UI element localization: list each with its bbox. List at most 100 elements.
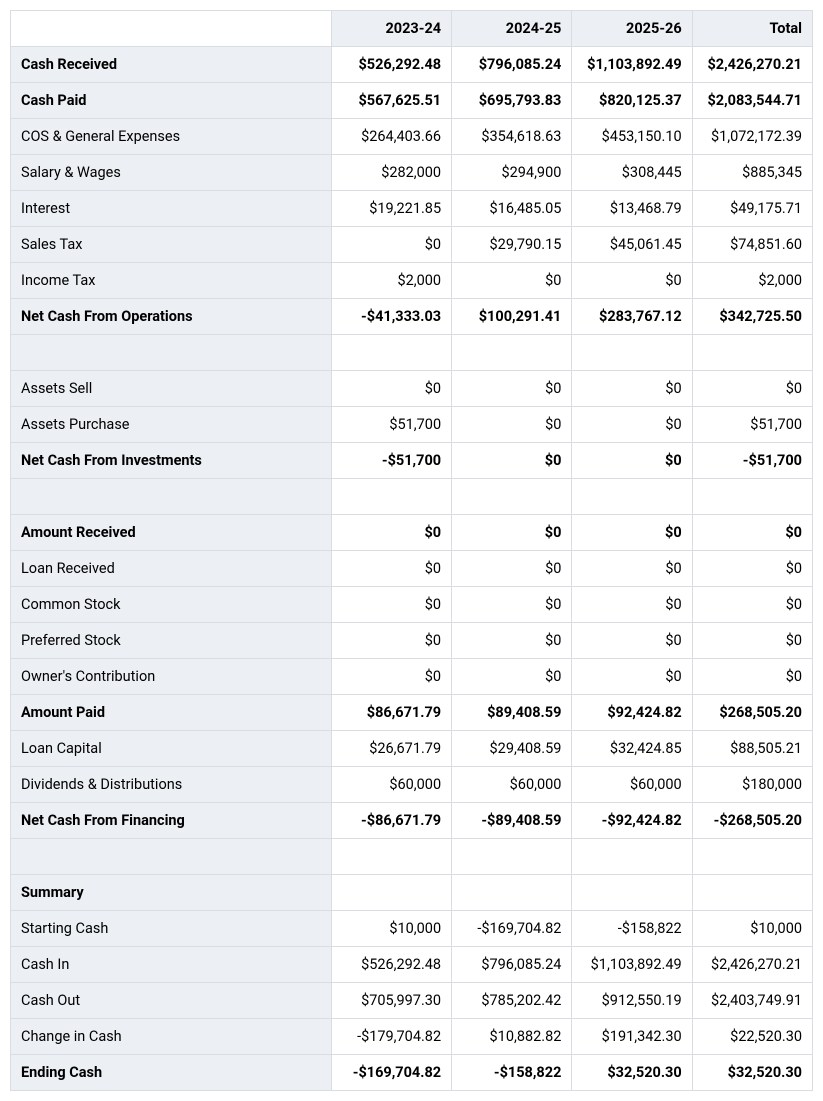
row-value: $0 (452, 659, 572, 695)
row-value: -$169,704.82 (331, 1055, 451, 1091)
row-value (572, 875, 692, 911)
row-value: $10,000 (692, 911, 812, 947)
row-value (331, 875, 451, 911)
row-value: $74,851.60 (692, 227, 812, 263)
table-row: Cash Out$705,997.30$785,202.42$912,550.1… (11, 983, 813, 1019)
row-value: $0 (572, 443, 692, 479)
row-value: $354,618.63 (452, 119, 572, 155)
row-value: $1,103,892.49 (572, 47, 692, 83)
row-value: $16,485.05 (452, 191, 572, 227)
row-label: Assets Purchase (11, 407, 332, 443)
table-row: Net Cash From Financing-$86,671.79-$89,4… (11, 803, 813, 839)
table-body: Cash Received$526,292.48$796,085.24$1,10… (11, 47, 813, 1091)
row-value: $60,000 (452, 767, 572, 803)
table-row: Owner's Contribution$0$0$0$0 (11, 659, 813, 695)
row-value: $2,403,749.91 (692, 983, 812, 1019)
row-value: $567,625.51 (331, 83, 451, 119)
spacer-cell (572, 479, 692, 515)
row-value: $0 (692, 551, 812, 587)
row-value: $2,083,544.71 (692, 83, 812, 119)
table-row: Net Cash From Investments-$51,700$0$0-$5… (11, 443, 813, 479)
row-value: $282,000 (331, 155, 451, 191)
row-value: $2,000 (692, 263, 812, 299)
table-row: Summary (11, 875, 813, 911)
row-label: Loan Capital (11, 731, 332, 767)
row-label: Cash Paid (11, 83, 332, 119)
row-value: $1,072,172.39 (692, 119, 812, 155)
row-value: -$158,822 (452, 1055, 572, 1091)
table-row (11, 479, 813, 515)
header-col-total: Total (692, 11, 812, 47)
row-value: $180,000 (692, 767, 812, 803)
spacer-cell (331, 839, 451, 875)
row-value: $453,150.10 (572, 119, 692, 155)
table-row: Cash Received$526,292.48$796,085.24$1,10… (11, 47, 813, 83)
row-value: $0 (572, 551, 692, 587)
row-value: $2,426,270.21 (692, 947, 812, 983)
row-value: $0 (692, 371, 812, 407)
table-row: Assets Purchase$51,700$0$0$51,700 (11, 407, 813, 443)
row-value: $264,403.66 (331, 119, 451, 155)
spacer-cell (572, 335, 692, 371)
row-value: $308,445 (572, 155, 692, 191)
row-value: $45,061.45 (572, 227, 692, 263)
table-row: Amount Received$0$0$0$0 (11, 515, 813, 551)
row-value: $526,292.48 (331, 947, 451, 983)
row-label: Amount Received (11, 515, 332, 551)
row-value: $820,125.37 (572, 83, 692, 119)
row-label: Interest (11, 191, 332, 227)
row-value: $26,671.79 (331, 731, 451, 767)
spacer-label (11, 479, 332, 515)
row-value: $2,000 (331, 263, 451, 299)
row-value: $0 (331, 623, 451, 659)
row-value: $51,700 (692, 407, 812, 443)
table-row: Ending Cash-$169,704.82-$158,822$32,520.… (11, 1055, 813, 1091)
cash-flow-table: 2023-24 2024-25 2025-26 Total Cash Recei… (10, 10, 813, 1091)
table-row: Net Cash From Operations-$41,333.03$100,… (11, 299, 813, 335)
row-value: $0 (692, 587, 812, 623)
row-value: $0 (331, 587, 451, 623)
spacer-label (11, 839, 332, 875)
spacer-cell (692, 479, 812, 515)
row-value: $29,790.15 (452, 227, 572, 263)
spacer-cell (692, 839, 812, 875)
row-value: $0 (572, 371, 692, 407)
row-value: $86,671.79 (331, 695, 451, 731)
row-value: $60,000 (572, 767, 692, 803)
spacer-cell (452, 479, 572, 515)
table-row: Amount Paid$86,671.79$89,408.59$92,424.8… (11, 695, 813, 731)
row-value: $13,468.79 (572, 191, 692, 227)
table-row: Starting Cash$10,000-$169,704.82-$158,82… (11, 911, 813, 947)
row-value: $0 (572, 407, 692, 443)
row-value: $796,085.24 (452, 47, 572, 83)
table-row: Dividends & Distributions$60,000$60,000$… (11, 767, 813, 803)
row-value: $0 (572, 263, 692, 299)
row-label: Loan Received (11, 551, 332, 587)
table-row: Salary & Wages$282,000$294,900$308,445$8… (11, 155, 813, 191)
row-label: Salary & Wages (11, 155, 332, 191)
row-value: $785,202.42 (452, 983, 572, 1019)
row-value: $2,426,270.21 (692, 47, 812, 83)
table-row: Preferred Stock$0$0$0$0 (11, 623, 813, 659)
row-value: $526,292.48 (331, 47, 451, 83)
row-label: Net Cash From Financing (11, 803, 332, 839)
row-label: Assets Sell (11, 371, 332, 407)
row-value: $0 (331, 371, 451, 407)
row-value: $0 (331, 659, 451, 695)
row-value: $0 (452, 587, 572, 623)
table-row (11, 335, 813, 371)
row-value: $0 (692, 659, 812, 695)
header-col-1: 2023-24 (331, 11, 451, 47)
row-label: Common Stock (11, 587, 332, 623)
spacer-label (11, 335, 332, 371)
row-label: Cash Out (11, 983, 332, 1019)
row-value: -$89,408.59 (452, 803, 572, 839)
row-value: $0 (572, 659, 692, 695)
row-value: $51,700 (331, 407, 451, 443)
row-value: $885,345 (692, 155, 812, 191)
row-value: $92,424.82 (572, 695, 692, 731)
row-value: $342,725.50 (692, 299, 812, 335)
row-label: Income Tax (11, 263, 332, 299)
table-row: Cash In$526,292.48$796,085.24$1,103,892.… (11, 947, 813, 983)
row-value: $32,520.30 (572, 1055, 692, 1091)
